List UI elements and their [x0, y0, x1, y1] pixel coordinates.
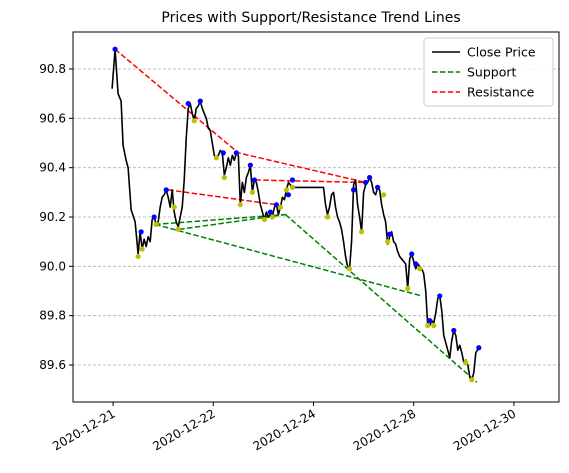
legend-box [423, 37, 554, 107]
local-max-marker [233, 150, 239, 156]
legend-label: Resistance [467, 85, 535, 100]
legend-label: Close Price [467, 45, 536, 60]
local-min-marker [469, 377, 475, 383]
local-min-marker [139, 246, 145, 252]
local-max-marker [375, 184, 381, 190]
local-min-marker [135, 253, 141, 260]
local-min-marker [213, 155, 219, 161]
local-min-marker [269, 214, 276, 220]
local-min-marker [175, 226, 181, 232]
support-line [155, 213, 286, 226]
local-max-marker [220, 150, 226, 156]
local-max-marker [289, 177, 296, 183]
local-min-marker [417, 266, 423, 272]
local-min-marker [261, 216, 267, 223]
local-max-marker [437, 293, 443, 299]
local-min-marker [153, 221, 159, 227]
local-min-marker [289, 184, 296, 190]
local-min-marker [385, 239, 391, 245]
extrema-markers [112, 46, 482, 383]
local-min-marker [405, 285, 411, 292]
local-max-marker [427, 318, 433, 324]
y-tick-label: 90.8 [39, 62, 66, 76]
local-max-marker [163, 187, 169, 193]
local-max-marker [247, 162, 253, 168]
local-max-marker [409, 251, 415, 257]
local-max-marker [185, 100, 191, 107]
chart-title: Prices with Support/Resistance Trend Lin… [161, 10, 460, 26]
local-min-marker [237, 202, 243, 208]
local-min-marker [171, 204, 177, 210]
local-max-marker [476, 345, 482, 351]
local-max-marker [251, 177, 257, 183]
local-max-marker [350, 187, 357, 193]
local-min-marker [324, 214, 331, 220]
local-min-marker [381, 192, 387, 198]
y-tick-label: 90.2 [39, 210, 66, 224]
local-min-marker [191, 118, 197, 124]
local-min-marker [221, 174, 227, 181]
local-max-marker [285, 192, 292, 198]
legend-label: Support [467, 65, 517, 80]
local-max-marker [387, 231, 393, 237]
legend: Close Price Support Resistance [423, 37, 554, 107]
local-min-marker [358, 229, 365, 235]
local-max-marker [273, 202, 280, 208]
y-tick-label: 89.8 [39, 309, 66, 323]
local-max-marker [151, 214, 157, 220]
y-tick-label: 89.6 [39, 358, 66, 372]
local-min-marker [249, 189, 255, 195]
local-max-marker [367, 174, 373, 181]
support-line [154, 223, 422, 297]
y-axis-ticks: 89.6 89.8 90.0 90.2 90.4 90.6 90.8 [39, 62, 73, 372]
local-min-marker [431, 322, 437, 329]
local-max-marker [451, 327, 457, 334]
local-max-marker [138, 229, 144, 235]
local-min-marker [346, 266, 353, 272]
local-min-marker [283, 187, 290, 193]
local-max-marker [267, 209, 274, 215]
local-max-marker [197, 98, 203, 104]
local-max-marker [363, 179, 369, 186]
local-max-marker [413, 261, 419, 267]
local-max-marker [112, 46, 118, 52]
resistance-line [168, 189, 277, 206]
resistance-line [255, 179, 366, 184]
local-min-marker [463, 359, 469, 366]
y-tick-label: 90.4 [39, 161, 66, 175]
y-tick-label: 90.6 [39, 111, 66, 125]
local-min-marker [277, 204, 284, 210]
local-min-marker [425, 322, 431, 329]
y-tick-label: 90.0 [39, 259, 66, 273]
support-line [284, 213, 478, 383]
